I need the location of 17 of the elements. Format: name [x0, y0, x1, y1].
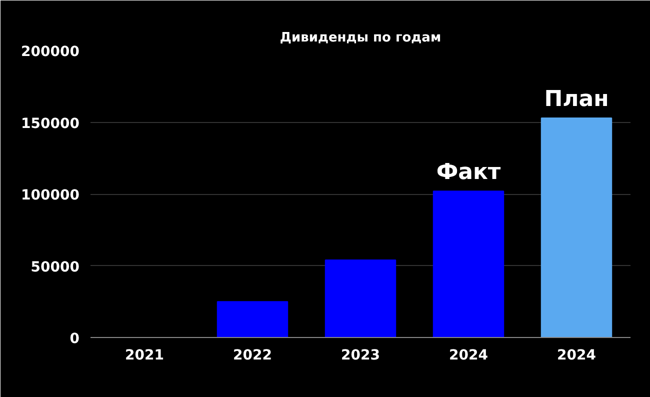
y-tick-label: 50000	[30, 259, 80, 276]
y-tick-label: 100000	[21, 188, 80, 204]
bar	[540, 117, 612, 338]
x-tick-label: 2024	[557, 348, 596, 364]
y-tick-label: 0	[70, 331, 80, 347]
bar	[324, 260, 396, 338]
y-tick-label: 200000	[21, 44, 80, 60]
y-tick-label: 150000	[21, 116, 80, 132]
x-tick-label: 2023	[341, 348, 380, 364]
bar	[216, 301, 288, 338]
annotation: Факт	[436, 160, 501, 186]
x-tick-label: 2024	[449, 348, 488, 364]
annotation: План	[544, 86, 609, 112]
bar	[432, 190, 504, 338]
x-tick-label: 2022	[233, 348, 272, 364]
chart-title: Дивиденды по годам	[280, 30, 442, 46]
x-tick-label: 2021	[125, 348, 164, 364]
